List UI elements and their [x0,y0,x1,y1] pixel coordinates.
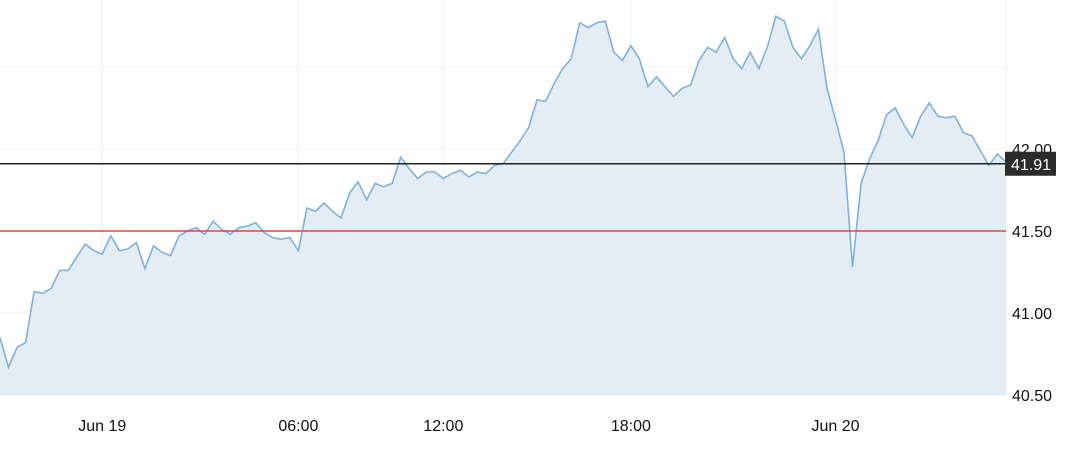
current-price-badge: 41.91 [1005,151,1056,176]
y-tick-label: 41.50 [1012,224,1052,241]
current-price-badge-bg [1005,151,1056,176]
x-tick-label: 18:00 [611,418,651,435]
y-tick-label: 40.50 [1012,388,1052,405]
x-axis: Jun 19 06:00 12:00 18:00 Jun 20 [78,418,859,435]
x-tick-label: 12:00 [423,418,463,435]
x-tick-label: Jun 19 [78,418,126,435]
y-tick-label: 41.00 [1012,306,1052,323]
x-tick-label: 06:00 [278,418,318,435]
current-price-label: 41.91 [1011,157,1051,174]
price-area-fill [0,16,1006,395]
x-tick-label: Jun 20 [811,418,859,435]
